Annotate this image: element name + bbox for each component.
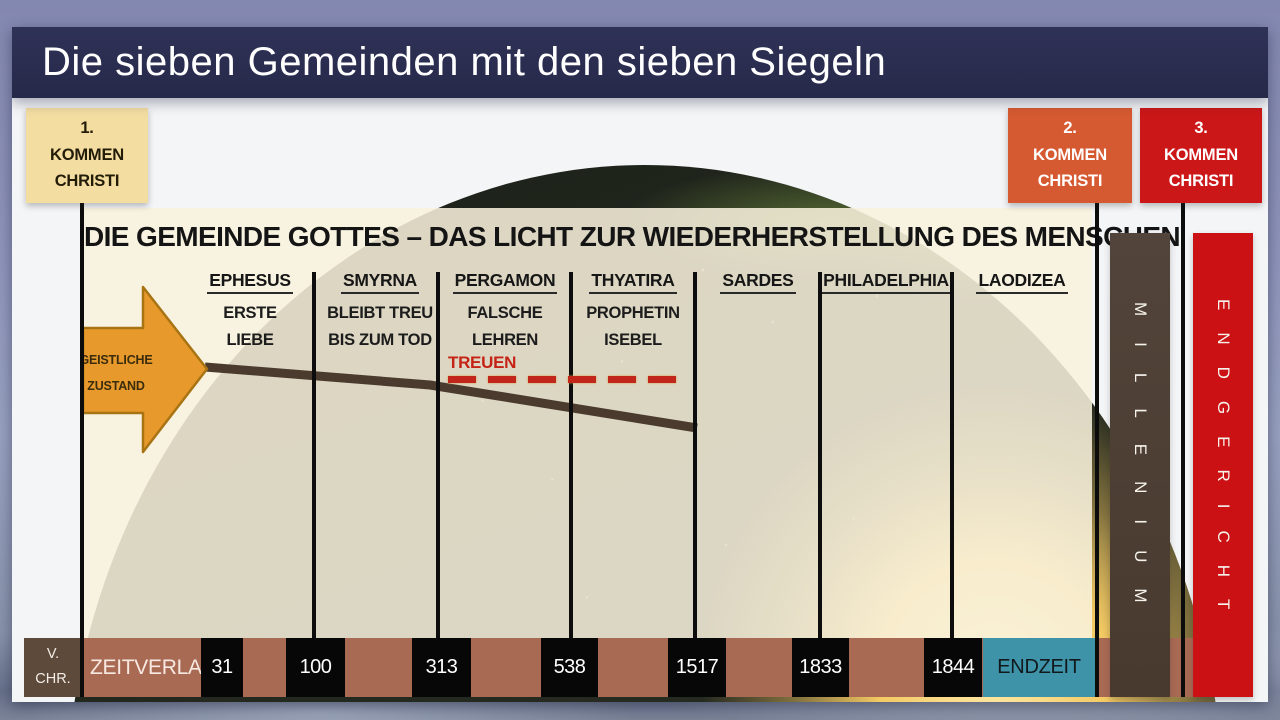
church-note: LEHREN (471, 331, 539, 349)
era-line2: CHR. (35, 670, 71, 687)
date-box: 313 (412, 638, 471, 697)
church-column-philadelphia: PHILADELPHIA (811, 270, 961, 300)
coming-number: 3. (1194, 119, 1208, 137)
coming-line1: KOMMEN (50, 145, 124, 164)
coming-line1: KOMMEN (1033, 145, 1107, 164)
church-note: BIS ZUM TOD (328, 331, 432, 349)
coming-number: 2. (1063, 119, 1077, 137)
date-box: 100 (286, 638, 345, 697)
endgericht-bar: ENDGERICHT (1193, 233, 1253, 697)
church-name: SARDES (720, 270, 796, 294)
title-bar: Die sieben Gemeinden mit den sieben Sieg… (12, 27, 1268, 98)
church-note: ERSTE (223, 304, 277, 322)
first-coming-box: 1. KOMMEN CHRISTI (26, 108, 148, 203)
date-box: 1833 (792, 638, 849, 697)
millennium-bar: MILLENIUM (1110, 233, 1170, 697)
church-note: ISEBEL (604, 331, 662, 349)
church-name: LAODIZEA (976, 270, 1068, 294)
church-name: EPHESUS (207, 270, 293, 294)
era-line1: V. (46, 646, 60, 662)
column-divider (436, 272, 440, 638)
church-name: PERGAMON (452, 270, 558, 294)
timeline-label: ZEITVERLAUF (90, 656, 230, 679)
column-divider (312, 272, 316, 638)
date-box: 31 (201, 638, 243, 697)
treuen-label: TREUEN (448, 353, 517, 372)
church-column-smyrna: SMYRNA BLEIBT TREU BIS ZUM TOD (305, 270, 455, 354)
coming-line1: KOMMEN (1164, 145, 1238, 164)
millennium-label: MILLENIUM (1131, 301, 1150, 629)
column-divider (693, 272, 697, 638)
church-note: BLEIBT TREU (327, 304, 433, 322)
coming-line2: CHRISTI (1168, 172, 1234, 191)
third-coming-marker-line (1181, 203, 1185, 697)
church-note: PROPHETIN (586, 304, 680, 322)
date-box: 1517 (668, 638, 726, 697)
endzeit-box: ENDZEIT (983, 638, 1095, 697)
column-divider (818, 272, 822, 638)
coming-number: 1. (80, 119, 94, 137)
church-column-pergamon: PERGAMON FALSCHE LEHREN (430, 270, 580, 354)
coming-line2: CHRISTI (1037, 172, 1103, 191)
church-column-laodizea: LAODIZEA (947, 270, 1097, 300)
church-column-ephesus: EPHESUS ERSTE LIEBE (175, 270, 325, 354)
church-name: PHILADELPHIA (821, 270, 951, 294)
faithful-dashed-line (448, 376, 685, 383)
coming-line2: CHRISTI (54, 172, 120, 191)
timeline-bar: ZEITVERLAUF 31 100 313 538 1517 1833 184… (84, 638, 1253, 697)
church-name: SMYRNA (340, 270, 420, 294)
church-column-sardes: SARDES (683, 270, 833, 300)
church-name: THYATIRA (589, 270, 677, 294)
church-note: FALSCHE (467, 304, 543, 322)
first-coming-marker-line (80, 203, 84, 697)
church-note: LIEBE (226, 331, 274, 349)
slide-title: Die sieben Gemeinden mit den sieben Sieg… (42, 40, 887, 84)
date-box: 538 (541, 638, 598, 697)
panel-heading: DIE GEMEINDE GOTTES – DAS LICHT ZUR WIED… (84, 221, 1181, 252)
third-coming-box: 3. KOMMEN CHRISTI (1140, 108, 1262, 203)
vor-christus-box: V. CHR. (24, 638, 82, 697)
endgericht-label: ENDGERICHT (1214, 298, 1233, 632)
column-divider (569, 272, 573, 638)
date-box: 1844 (924, 638, 982, 697)
second-coming-box: 2. KOMMEN CHRISTI (1008, 108, 1132, 203)
column-divider (950, 272, 954, 638)
church-column-thyatira: THYATIRA PROPHETIN ISEBEL (558, 270, 708, 354)
slide: DIE GEMEINDE GOTTES – DAS LICHT ZUR WIED… (12, 27, 1268, 702)
second-coming-marker-line (1095, 203, 1099, 697)
